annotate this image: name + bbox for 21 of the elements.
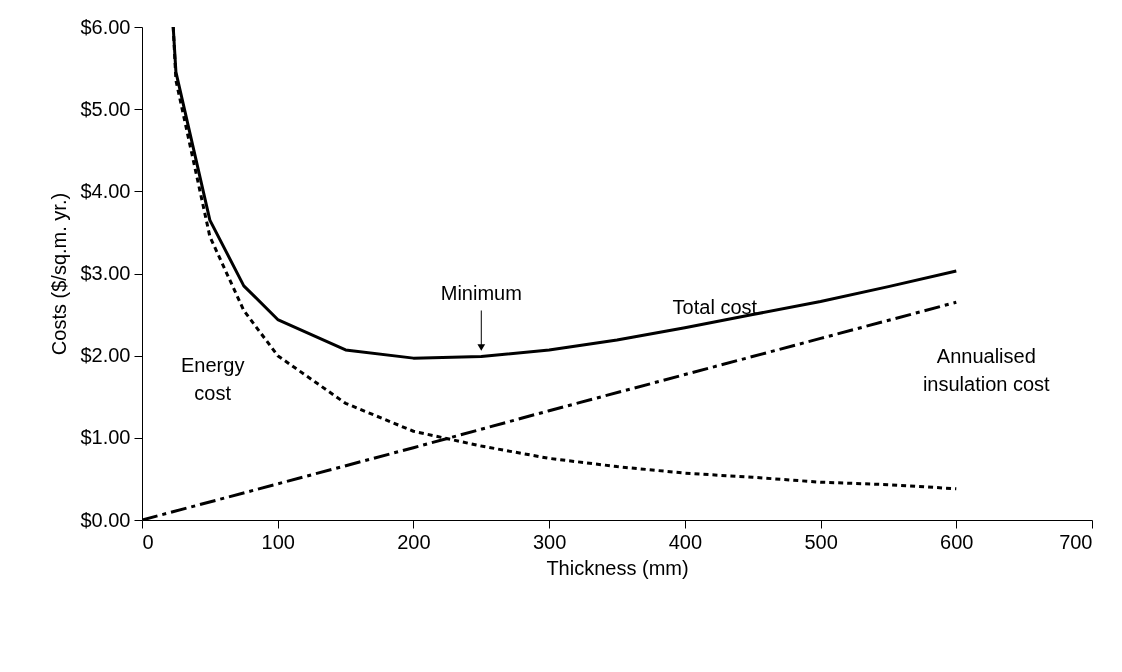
x-axis-title: Thickness (mm) <box>546 556 689 579</box>
y-tick-label: $5.00 <box>80 97 131 120</box>
y-tick-label: $1.00 <box>80 426 131 449</box>
y-tick-label: $0.00 <box>80 508 131 531</box>
y-tick-label: $4.00 <box>80 179 131 202</box>
x-tick-label: 300 <box>532 530 567 553</box>
y-tick-label: $3.00 <box>80 262 131 284</box>
y-tick-label: $6.00 <box>80 15 131 38</box>
x-tick-label: 700 <box>1059 530 1093 553</box>
x-tick-label: 500 <box>804 530 838 553</box>
x-tick-label: 100 <box>261 530 295 553</box>
y-axis-title: Costs ($/sq.m. yr.) <box>48 192 71 356</box>
x-tick-label: 0 <box>142 530 154 553</box>
y-tick-label: $2.00 <box>80 344 131 367</box>
x-tick-label: 200 <box>397 530 431 553</box>
series-label: Annualised insulation cost <box>922 345 1051 396</box>
annotation: Minimum <box>440 282 522 305</box>
series-label: Total cost <box>672 295 758 318</box>
x-tick-label: 400 <box>668 530 703 553</box>
x-tick-label: 600 <box>940 530 974 553</box>
series-label: Energy cost <box>181 353 245 404</box>
